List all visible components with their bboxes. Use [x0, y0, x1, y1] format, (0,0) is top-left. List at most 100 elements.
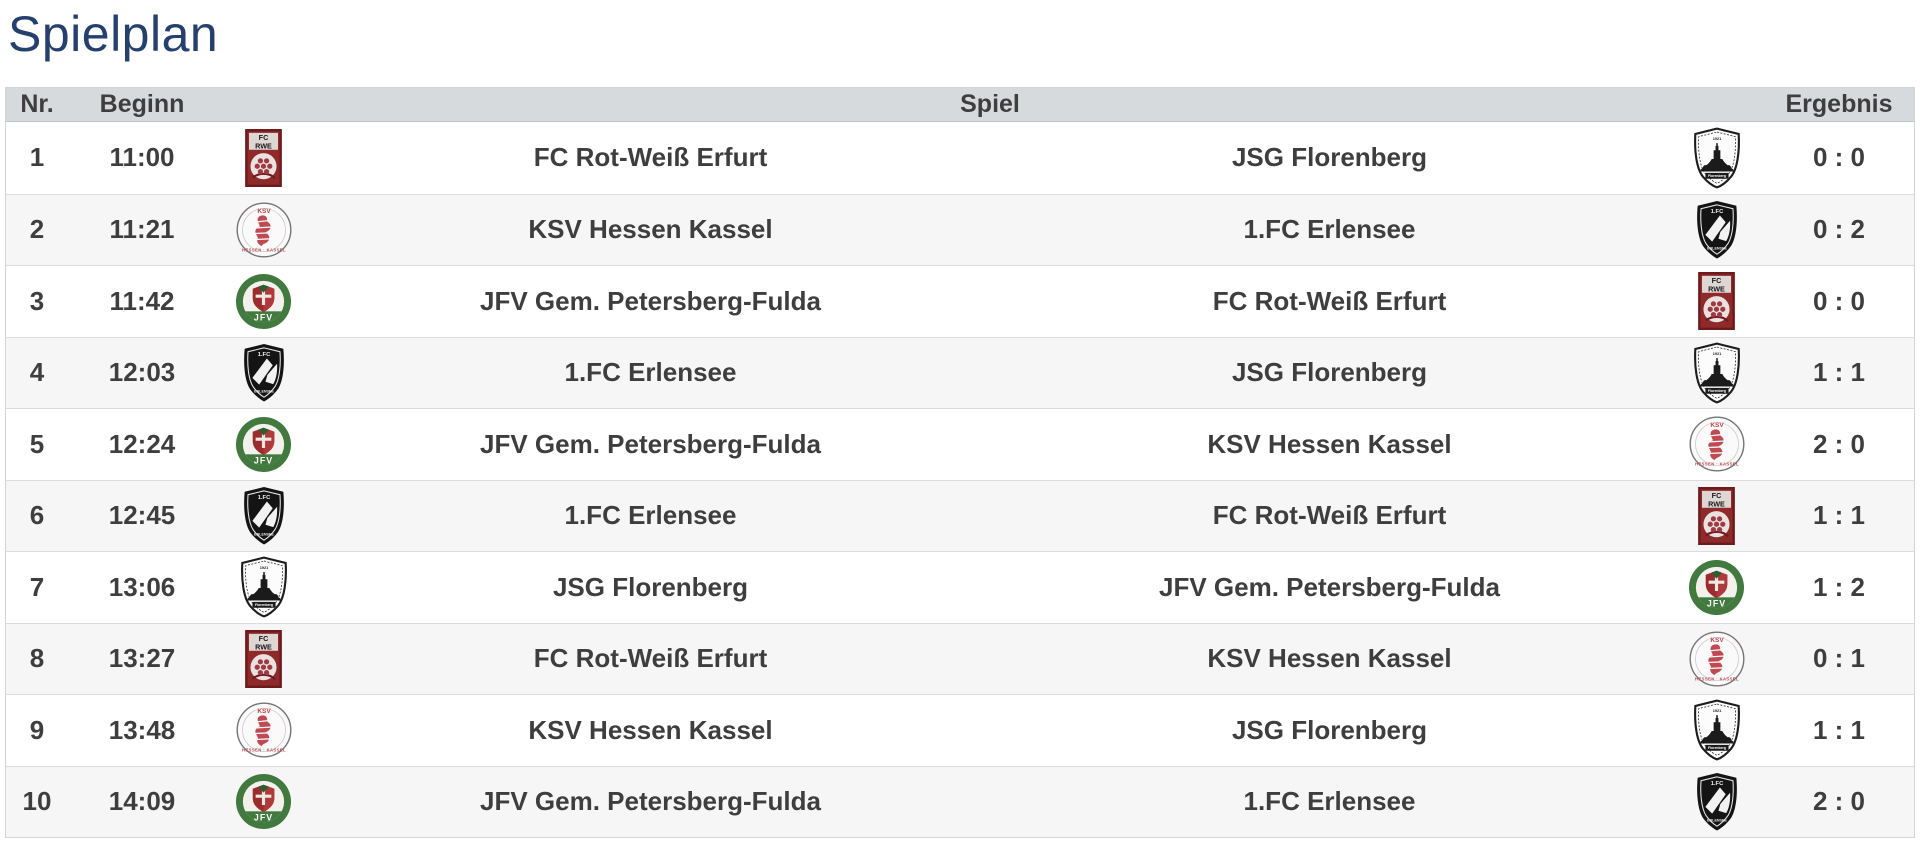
- ksv-hessen-kassel-crest-icon: [1689, 416, 1745, 472]
- home-team-name: FC Rot-Weiß Erfurt: [533, 643, 768, 674]
- match-score: 1 : 1: [1812, 357, 1866, 388]
- match-time: 13:27: [108, 643, 176, 674]
- table-row: 2 11:21 KSV Hessen Kassel 1.FC Erlensee …: [6, 193, 1914, 266]
- jsg-florenberg-crest-icon: [1691, 342, 1743, 404]
- match-time: 11:00: [109, 142, 175, 173]
- header-ergebnis: Ergebnis: [1785, 90, 1893, 118]
- home-team-logo-cell: [216, 624, 311, 695]
- away-team-logo-cell: [1669, 122, 1764, 194]
- away-team-logo-cell: [1669, 409, 1764, 480]
- match-time: 13:48: [108, 714, 176, 745]
- ksv-hessen-kassel-crest-icon: [236, 202, 292, 258]
- jsg-florenberg-crest-icon: [238, 556, 290, 618]
- away-team-logo-cell: [1669, 624, 1764, 695]
- ksv-hessen-kassel-crest-icon: [1689, 631, 1745, 687]
- away-team-name: 1.FC Erlensee: [1243, 214, 1416, 245]
- table-row: 4 12:03 1.FC Erlensee JSG Florenberg 1 :…: [6, 336, 1914, 409]
- match-number: 4: [29, 357, 45, 388]
- away-team-logo-cell: [1669, 481, 1764, 552]
- match-number: 7: [29, 571, 45, 602]
- match-score: 0 : 0: [1812, 142, 1866, 173]
- home-team-name: JFV Gem. Petersberg-Fulda: [480, 428, 821, 459]
- away-team-name: KSV Hessen Kassel: [1207, 643, 1452, 674]
- match-score: 1 : 2: [1812, 571, 1866, 602]
- match-score: 0 : 2: [1812, 214, 1866, 245]
- home-team-name: KSV Hessen Kassel: [528, 214, 773, 245]
- away-team-logo-cell: [1669, 767, 1764, 838]
- match-time: 11:21: [109, 214, 175, 245]
- table-header-row: Nr. Beginn Spiel Ergebnis: [6, 88, 1914, 122]
- table-row: 7 13:06 JSG Florenberg JFV Gem. Petersbe…: [6, 551, 1914, 623]
- fc-erlensee-crest-icon: [239, 343, 289, 403]
- match-number: 5: [29, 428, 45, 459]
- match-number: 9: [29, 714, 45, 745]
- home-team-logo-cell: [216, 695, 311, 766]
- home-team-logo-cell: [216, 338, 311, 409]
- match-number: 10: [22, 786, 52, 817]
- page-title: Spielplan: [8, 6, 219, 62]
- fc-erlensee-crest-icon: [1692, 200, 1742, 260]
- match-time: 12:03: [108, 357, 176, 388]
- header-beginn: Beginn: [99, 90, 185, 118]
- fc-rot-weiss-erfurt-crest-icon: [1698, 487, 1735, 545]
- fc-rot-weiss-erfurt-crest-icon: [245, 630, 282, 688]
- match-number: 8: [29, 643, 45, 674]
- jfv-petersberg-fulda-crest-icon: [235, 273, 292, 330]
- home-team-name: 1.FC Erlensee: [564, 357, 737, 388]
- home-team-logo-cell: [216, 409, 311, 480]
- home-team-logo-cell: [216, 122, 311, 194]
- jfv-petersberg-fulda-crest-icon: [1688, 559, 1745, 616]
- match-score: 2 : 0: [1812, 786, 1866, 817]
- home-team-name: KSV Hessen Kassel: [528, 714, 773, 745]
- away-team-name: 1.FC Erlensee: [1243, 786, 1416, 817]
- match-time: 12:24: [108, 428, 176, 459]
- table-row: 5 12:24 JFV Gem. Petersberg-Fulda KSV He…: [6, 408, 1914, 480]
- away-team-name: KSV Hessen Kassel: [1207, 428, 1452, 459]
- fc-rot-weiss-erfurt-crest-icon: [1698, 272, 1735, 330]
- home-team-name: JFV Gem. Petersberg-Fulda: [480, 285, 821, 316]
- home-team-logo-cell: [216, 552, 311, 623]
- fc-erlensee-crest-icon: [239, 486, 289, 546]
- match-score: 1 : 1: [1812, 500, 1866, 531]
- fc-rot-weiss-erfurt-crest-icon: [245, 129, 282, 187]
- away-team-name: JSG Florenberg: [1231, 357, 1428, 388]
- match-time: 12:45: [108, 500, 176, 531]
- home-team-name: JFV Gem. Petersberg-Fulda: [480, 786, 821, 817]
- match-number: 2: [29, 214, 45, 245]
- home-team-logo-cell: [216, 767, 311, 838]
- fc-erlensee-crest-icon: [1692, 772, 1742, 832]
- home-team-name: JSG Florenberg: [552, 571, 749, 602]
- schedule-table: Nr. Beginn Spiel Ergebnis 1 11:00 FC Rot…: [5, 87, 1915, 838]
- match-score: 2 : 0: [1812, 428, 1866, 459]
- away-team-name: FC Rot-Weiß Erfurt: [1212, 500, 1447, 531]
- match-time: 14:09: [108, 786, 176, 817]
- home-team-logo-cell: [216, 266, 311, 337]
- match-score: 0 : 1: [1812, 643, 1866, 674]
- away-team-name: JFV Gem. Petersberg-Fulda: [1159, 571, 1500, 602]
- table-row: 9 13:48 KSV Hessen Kassel JSG Florenberg…: [6, 694, 1914, 766]
- ksv-hessen-kassel-crest-icon: [236, 702, 292, 758]
- jsg-florenberg-crest-icon: [1691, 127, 1743, 189]
- home-team-name: FC Rot-Weiß Erfurt: [533, 142, 768, 173]
- away-team-logo-cell: [1669, 195, 1764, 266]
- jfv-petersberg-fulda-crest-icon: [235, 416, 292, 473]
- header-nr: Nr.: [20, 90, 54, 118]
- home-team-logo-cell: [216, 481, 311, 552]
- match-time: 11:42: [109, 285, 175, 316]
- home-team-name: 1.FC Erlensee: [564, 500, 737, 531]
- table-row: 6 12:45 1.FC Erlensee FC Rot-Weiß Erfurt…: [6, 479, 1914, 552]
- away-team-logo-cell: [1669, 338, 1764, 409]
- home-team-logo-cell: [216, 195, 311, 266]
- table-row: 10 14:09 JFV Gem. Petersberg-Fulda 1.FC …: [6, 765, 1914, 838]
- schedule-rows: 1 11:00 FC Rot-Weiß Erfurt JSG Florenber…: [6, 122, 1914, 837]
- away-team-name: JSG Florenberg: [1231, 714, 1428, 745]
- match-score: 0 : 0: [1812, 285, 1866, 316]
- match-number: 3: [29, 285, 45, 316]
- away-team-name: JSG Florenberg: [1231, 142, 1428, 173]
- away-team-logo-cell: [1669, 695, 1764, 766]
- table-row: 8 13:27 FC Rot-Weiß Erfurt KSV Hessen Ka…: [6, 622, 1914, 695]
- away-team-logo-cell: [1669, 552, 1764, 623]
- table-row: 1 11:00 FC Rot-Weiß Erfurt JSG Florenber…: [6, 122, 1914, 194]
- table-row: 3 11:42 JFV Gem. Petersberg-Fulda FC Rot…: [6, 265, 1914, 337]
